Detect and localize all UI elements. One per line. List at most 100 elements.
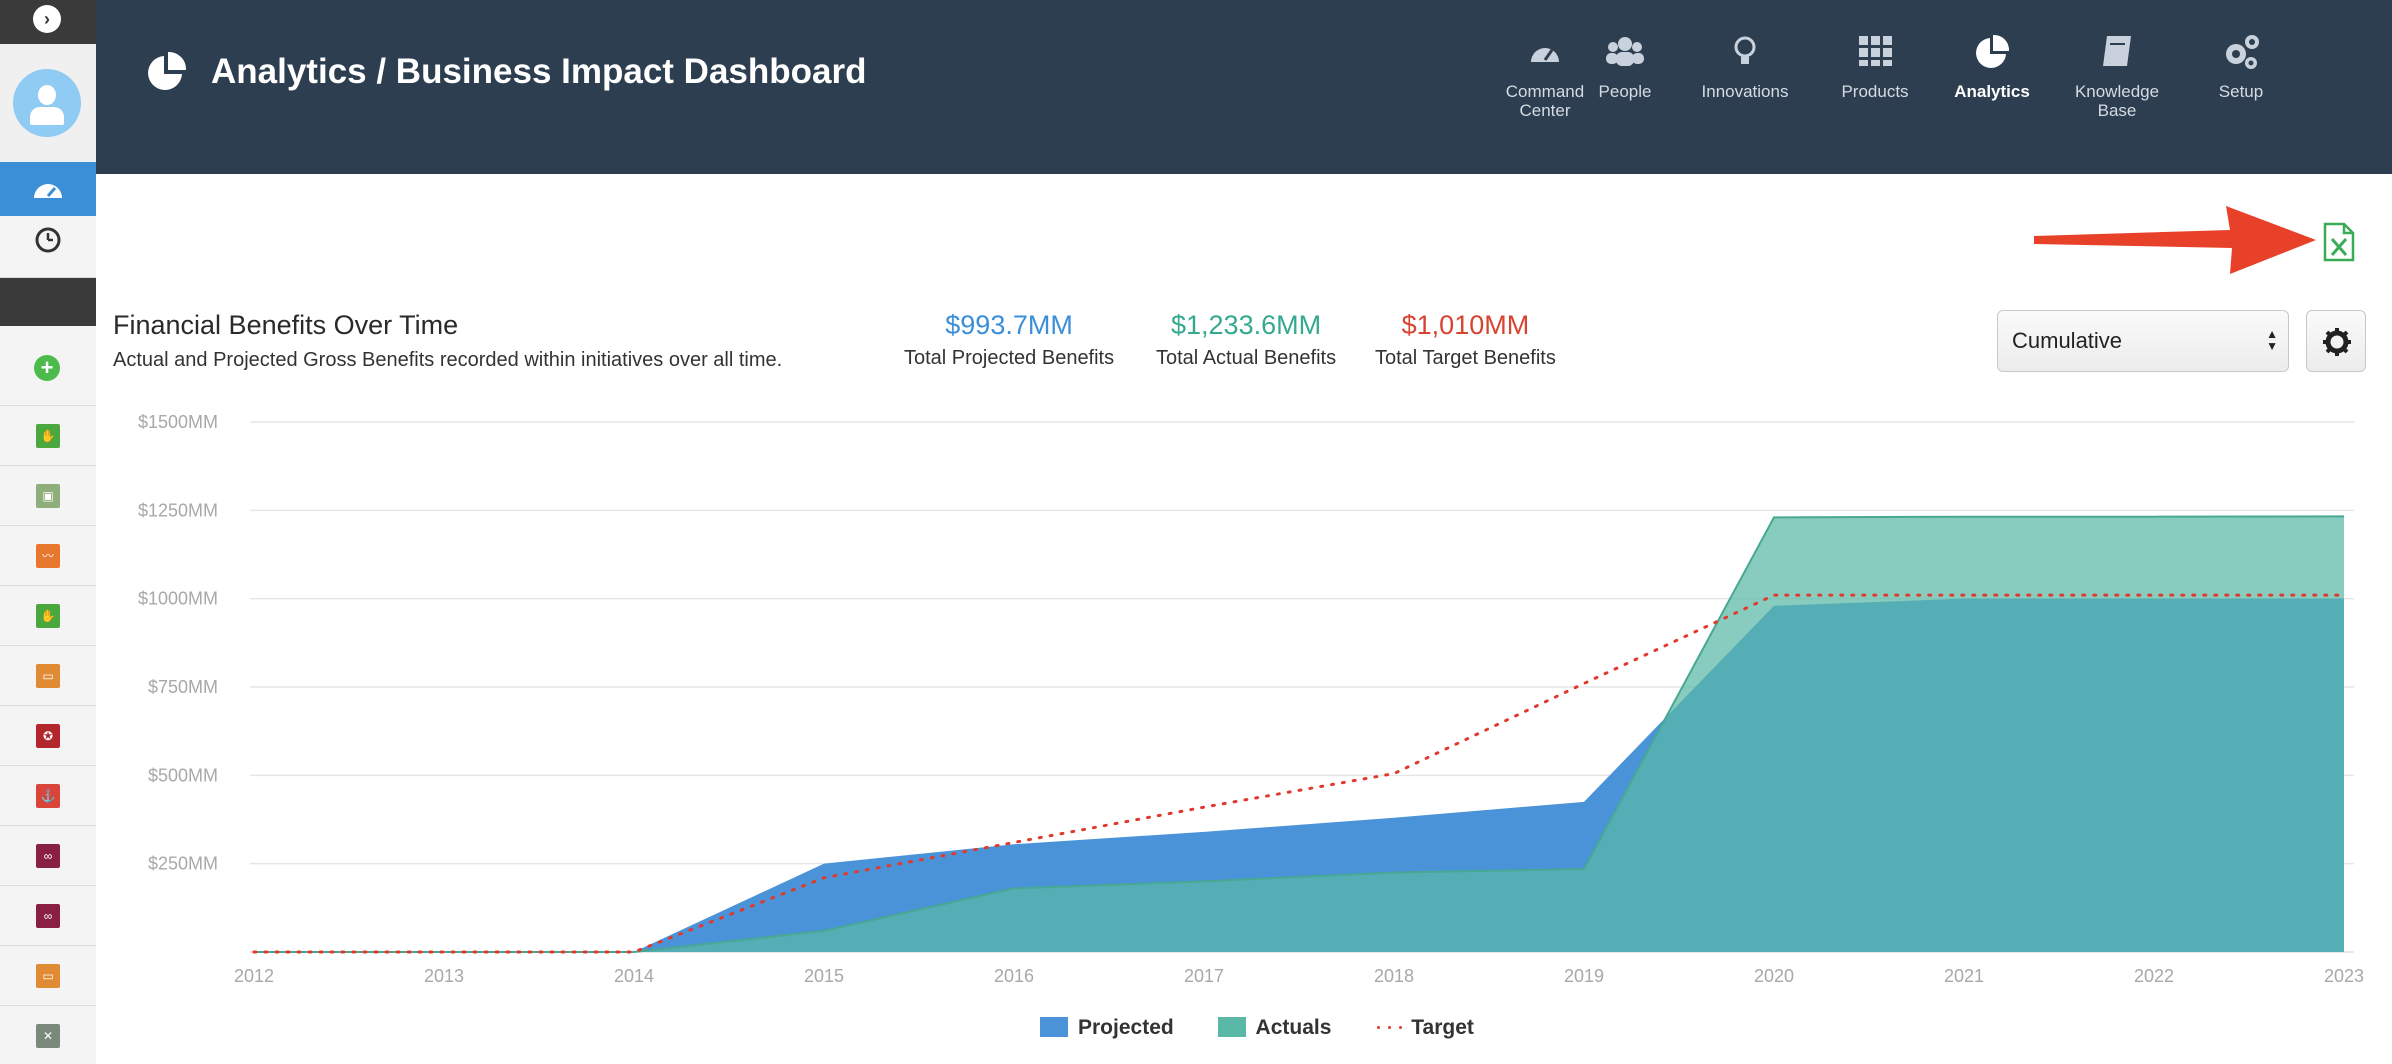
- stat-label: Total Projected Benefits: [904, 347, 1115, 369]
- legend-actuals[interactable]: Actuals: [1217, 1016, 1332, 1040]
- sidebar-divider: [0, 278, 96, 326]
- mode-select[interactable]: Cumulative ▲ ▼: [1997, 310, 2289, 372]
- x-tick-label: 2023: [2324, 966, 2364, 986]
- legend-projected[interactable]: Projected: [1040, 1016, 1174, 1040]
- section-subtitle: Actual and Projected Gross Benefits reco…: [113, 349, 783, 371]
- wave-icon: 〰: [36, 544, 60, 568]
- x-tick-label: 2015: [804, 966, 844, 986]
- pie-chart-icon: [148, 51, 187, 90]
- gauge-icon: [1531, 48, 1559, 62]
- y-tick-label: $250MM: [148, 854, 218, 874]
- gauge-icon: [34, 184, 62, 198]
- sidebar-item[interactable]: ⚓: [0, 766, 96, 826]
- nav-products[interactable]: Products: [1820, 30, 1930, 140]
- target-line: [252, 593, 2346, 954]
- sidebar-add-button[interactable]: +: [0, 326, 96, 406]
- chart-settings-button[interactable]: [2306, 310, 2366, 372]
- hand-icon: ✋: [36, 424, 60, 448]
- stat-value: $993.7MM: [945, 310, 1073, 340]
- nav-label: People: [1598, 82, 1652, 101]
- actuals-line: [254, 515, 2345, 953]
- select-arrows-icon: ▲ ▼: [2266, 327, 2278, 353]
- stat-label: Total Target Benefits: [1375, 347, 1556, 369]
- hand-icon: ✋: [36, 604, 60, 628]
- nav-command[interactable]: Command Center: [1490, 30, 1600, 140]
- sidebar-item-dashboard[interactable]: [0, 162, 96, 216]
- anchor-icon: ⚓: [36, 784, 60, 808]
- mode-select-value: Cumulative: [2012, 328, 2123, 353]
- x-tick-label: 2018: [1374, 966, 1414, 986]
- nav-label: Setup: [2218, 82, 2264, 101]
- binoculars-icon: ∞: [36, 844, 60, 868]
- chart-legend: Projected Actuals Target: [1040, 1016, 1512, 1042]
- sidebar-item[interactable]: ∞: [0, 886, 96, 946]
- legend-label: Projected: [1078, 1016, 1174, 1040]
- grid-icon: [1859, 36, 1892, 66]
- legend-target[interactable]: Target: [1375, 1016, 1474, 1040]
- nav-people[interactable]: People: [1570, 30, 1680, 140]
- x-tick-label: 2022: [2134, 966, 2174, 986]
- nav-knowledge[interactable]: Knowledge Base: [2062, 30, 2172, 140]
- benefits-chart: $250MM $500MM $750MM $1000MM $1250MM $1500MM 2…: [138, 412, 2364, 986]
- x-tick-label: 2014: [614, 966, 654, 986]
- stat-actual: $1,233.6MM Total Actual Benefits: [1156, 310, 1336, 370]
- chevron-right-icon[interactable]: ›: [33, 5, 61, 33]
- nav-analytics[interactable]: Analytics: [1937, 30, 2047, 140]
- stat-target: $1,010MM Total Target Benefits: [1375, 310, 1556, 370]
- y-tick-label: $500MM: [148, 765, 218, 785]
- book-icon: [2103, 36, 2131, 66]
- x-tick-label: 2013: [424, 966, 464, 986]
- sidebar-item-recent[interactable]: [0, 216, 96, 278]
- excel-export-icon[interactable]: [2322, 222, 2356, 262]
- legend-swatch: [1040, 1017, 1068, 1038]
- avatar[interactable]: [13, 69, 81, 137]
- gears-icon: [2226, 35, 2259, 69]
- nav-label: Knowledge Base: [2074, 82, 2160, 120]
- x-tick-label: 2019: [1564, 966, 1604, 986]
- nav-innovations[interactable]: Innovations: [1690, 30, 1800, 140]
- people-icon: [1606, 37, 1644, 66]
- stat-projected: $993.7MM Total Projected Benefits: [904, 310, 1114, 370]
- gear-icon: [2323, 328, 2351, 356]
- sidebar-toggle-bar: ›: [0, 0, 96, 44]
- sidebar-item[interactable]: ✕: [0, 1006, 96, 1064]
- section-title: Financial Benefits Over Time: [113, 310, 459, 340]
- stat-label: Total Actual Benefits: [1156, 347, 1337, 369]
- sidebar-item[interactable]: ▣: [0, 466, 96, 526]
- nav-label: Innovations: [1701, 82, 1789, 101]
- lightbulb-icon: [1734, 36, 1756, 64]
- clock-icon: [35, 227, 61, 253]
- sidebar-item[interactable]: ✪: [0, 706, 96, 766]
- sidebar-item[interactable]: ∞: [0, 826, 96, 886]
- y-tick-label: $750MM: [148, 677, 218, 697]
- sidebar-item[interactable]: 〰: [0, 526, 96, 586]
- x-tick-label: 2020: [1754, 966, 1794, 986]
- stat-value: $1,010MM: [1401, 310, 1530, 340]
- tools-icon: ✕: [36, 1024, 60, 1048]
- x-tick-label: 2017: [1184, 966, 1224, 986]
- y-tick-label: $1500MM: [138, 412, 218, 432]
- nav-setup[interactable]: Setup: [2186, 30, 2296, 140]
- sidebar-item[interactable]: ✋: [0, 586, 96, 646]
- plus-icon: +: [34, 355, 60, 381]
- x-tick-label: 2021: [1944, 966, 1984, 986]
- sidebar-item[interactable]: ▭: [0, 946, 96, 1006]
- y-tick-label: $1000MM: [138, 589, 218, 609]
- y-tick-label: $1250MM: [138, 500, 218, 520]
- binoculars-icon: ∞: [36, 904, 60, 928]
- box-icon: ▣: [36, 484, 60, 508]
- pie-chart-icon: [1976, 34, 2010, 68]
- sidebar-item[interactable]: ✋: [0, 406, 96, 466]
- legend-dotted-swatch: [1375, 1017, 1405, 1037]
- actuals-area: [254, 516, 2344, 952]
- sidebar-item[interactable]: ▭: [0, 646, 96, 706]
- x-tick-label: 2016: [994, 966, 1034, 986]
- legend-label: Actuals: [1255, 1016, 1332, 1040]
- legend-swatch: [1217, 1017, 1246, 1038]
- annotation-arrow: [2034, 206, 2316, 274]
- compass-icon: ✪: [36, 724, 60, 748]
- monitor-icon: ▭: [36, 964, 60, 988]
- nav-label: Command Center: [1505, 82, 1585, 120]
- monitor-icon: ▭: [36, 664, 60, 688]
- x-tick-label: 2012: [234, 966, 274, 986]
